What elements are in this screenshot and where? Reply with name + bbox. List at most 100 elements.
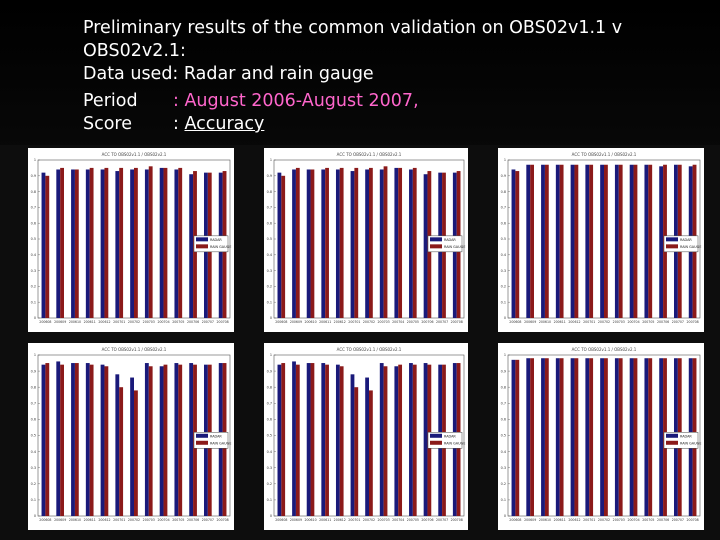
y-tick-label: 0.8 <box>501 190 506 194</box>
bar-chart-4: ACC TO OBS02v1.1 / OBS02v2.1 0 0.1 0.2 0.3 0.… <box>28 343 234 530</box>
y-tick-label: 1 <box>270 158 272 162</box>
slide-title-line-1: Preliminary results of the common valida… <box>83 18 623 38</box>
x-tick-label: 200612 <box>98 320 110 324</box>
bar-radar <box>570 358 575 516</box>
bar-radar <box>335 364 340 516</box>
chart-title: ACC TO OBS02v1.1 / OBS02v2.1 <box>572 347 637 352</box>
y-tick-label: 0.1 <box>267 498 272 502</box>
bar-radar <box>379 363 384 516</box>
x-tick-label: 200702 <box>598 518 610 522</box>
x-tick-label: 200609 <box>290 320 302 324</box>
y-tick-label: 0.6 <box>267 221 272 225</box>
x-tick-label: 200703 <box>143 518 155 522</box>
x-tick-label: 200703 <box>143 320 155 324</box>
y-tick-label: 0.6 <box>267 418 272 422</box>
x-tick-label: 200704 <box>627 518 639 522</box>
y-tick-label: 0.5 <box>31 434 36 438</box>
score-value-wrap: : Accuracy <box>173 112 264 136</box>
legend-swatch <box>196 237 208 242</box>
bar-radar <box>614 164 619 318</box>
x-tick-label: 200706 <box>187 518 199 522</box>
bar-gauge <box>134 167 138 318</box>
legend-label: RADAR <box>680 434 692 438</box>
y-tick-label: 0.8 <box>267 190 272 194</box>
bar-radar <box>115 374 120 516</box>
score-colon: : <box>173 114 185 134</box>
bar-radar <box>555 358 560 516</box>
x-tick-label: 200610 <box>539 518 551 522</box>
bar-gauge <box>163 167 168 318</box>
bar-radar <box>41 364 46 516</box>
x-tick-label: 200612 <box>568 518 580 522</box>
y-tick-label: 0.9 <box>501 369 506 373</box>
bar-radar <box>629 358 634 516</box>
y-tick-label: 0.8 <box>31 190 36 194</box>
y-tick-label: 0.2 <box>501 285 506 289</box>
bar-radar <box>159 167 164 318</box>
bar-gauge <box>74 169 79 318</box>
bar-gauge <box>559 164 564 318</box>
x-tick-label: 200701 <box>583 518 595 522</box>
bar-gauge <box>383 366 388 516</box>
bar-radar <box>189 174 194 318</box>
x-tick-label: 200706 <box>657 518 669 522</box>
x-tick-label: 200611 <box>84 320 96 324</box>
bar-radar <box>423 174 428 318</box>
y-tick-label: 0 <box>504 316 506 320</box>
x-tick-label: 200706 <box>657 320 669 324</box>
bar-gauge <box>281 363 286 516</box>
bar-chart-5: ACC TO OBS02v1.1 / OBS02v2.1 0 0.1 0.2 0.3 0.… <box>264 343 468 530</box>
y-tick-label: 0.4 <box>501 253 506 257</box>
y-tick-label: 0.4 <box>31 450 36 454</box>
x-tick-label: 200701 <box>113 320 125 324</box>
x-tick-label: 200705 <box>407 518 419 522</box>
bar-radar <box>379 169 384 318</box>
x-tick-label: 200608 <box>275 518 287 522</box>
bar-gauge <box>119 167 124 318</box>
x-tick-label: 200610 <box>69 518 81 522</box>
x-tick-label: 200708 <box>451 320 463 324</box>
bar-gauge <box>134 390 138 516</box>
y-tick-label: 0.3 <box>31 269 36 273</box>
bar-radar <box>629 164 634 318</box>
x-tick-label: 200708 <box>687 518 699 522</box>
bar-gauge <box>369 390 373 516</box>
bar-radar <box>644 358 649 516</box>
y-tick-label: 0.5 <box>267 434 272 438</box>
bar-gauge <box>148 366 153 516</box>
bar-radar <box>321 169 326 318</box>
y-tick-label: 0.5 <box>501 434 506 438</box>
bar-radar <box>174 363 179 516</box>
x-tick-label: 200707 <box>672 320 684 324</box>
y-tick-label: 0.7 <box>267 402 272 406</box>
y-tick-label: 0.4 <box>31 253 36 257</box>
bar-gauge <box>544 164 549 318</box>
y-tick-label: 1 <box>270 353 272 357</box>
bar-gauge <box>648 358 653 516</box>
y-tick-label: 0.5 <box>501 237 506 241</box>
bar-radar <box>511 169 516 318</box>
bar-radar <box>350 374 355 516</box>
bar-radar <box>100 364 105 516</box>
x-tick-label: 200612 <box>334 320 346 324</box>
bar-gauge <box>604 358 608 516</box>
bar-gauge <box>618 358 623 516</box>
chart-title: ACC TO OBS02v1.1 / OBS02v2.1 <box>337 152 402 157</box>
x-tick-label: 200611 <box>554 320 566 324</box>
y-tick-label: 0.7 <box>31 206 36 210</box>
bar-gauge <box>104 366 109 516</box>
y-tick-label: 0 <box>270 316 272 320</box>
x-tick-label: 200706 <box>187 320 199 324</box>
chart-title: ACC TO OBS02v1.1 / OBS02v2.1 <box>572 152 637 157</box>
bar-gauge <box>574 164 579 318</box>
y-tick-label: 0.7 <box>31 402 36 406</box>
x-tick-label: 200703 <box>378 518 390 522</box>
x-tick-label: 200612 <box>334 518 346 522</box>
bar-gauge <box>45 363 50 516</box>
bar-gauge <box>354 167 359 318</box>
x-tick-label: 200704 <box>392 518 404 522</box>
bar-radar <box>350 171 355 318</box>
bar-radar <box>423 363 428 516</box>
bar-radar <box>159 366 164 516</box>
y-tick-label: 0 <box>34 316 36 320</box>
